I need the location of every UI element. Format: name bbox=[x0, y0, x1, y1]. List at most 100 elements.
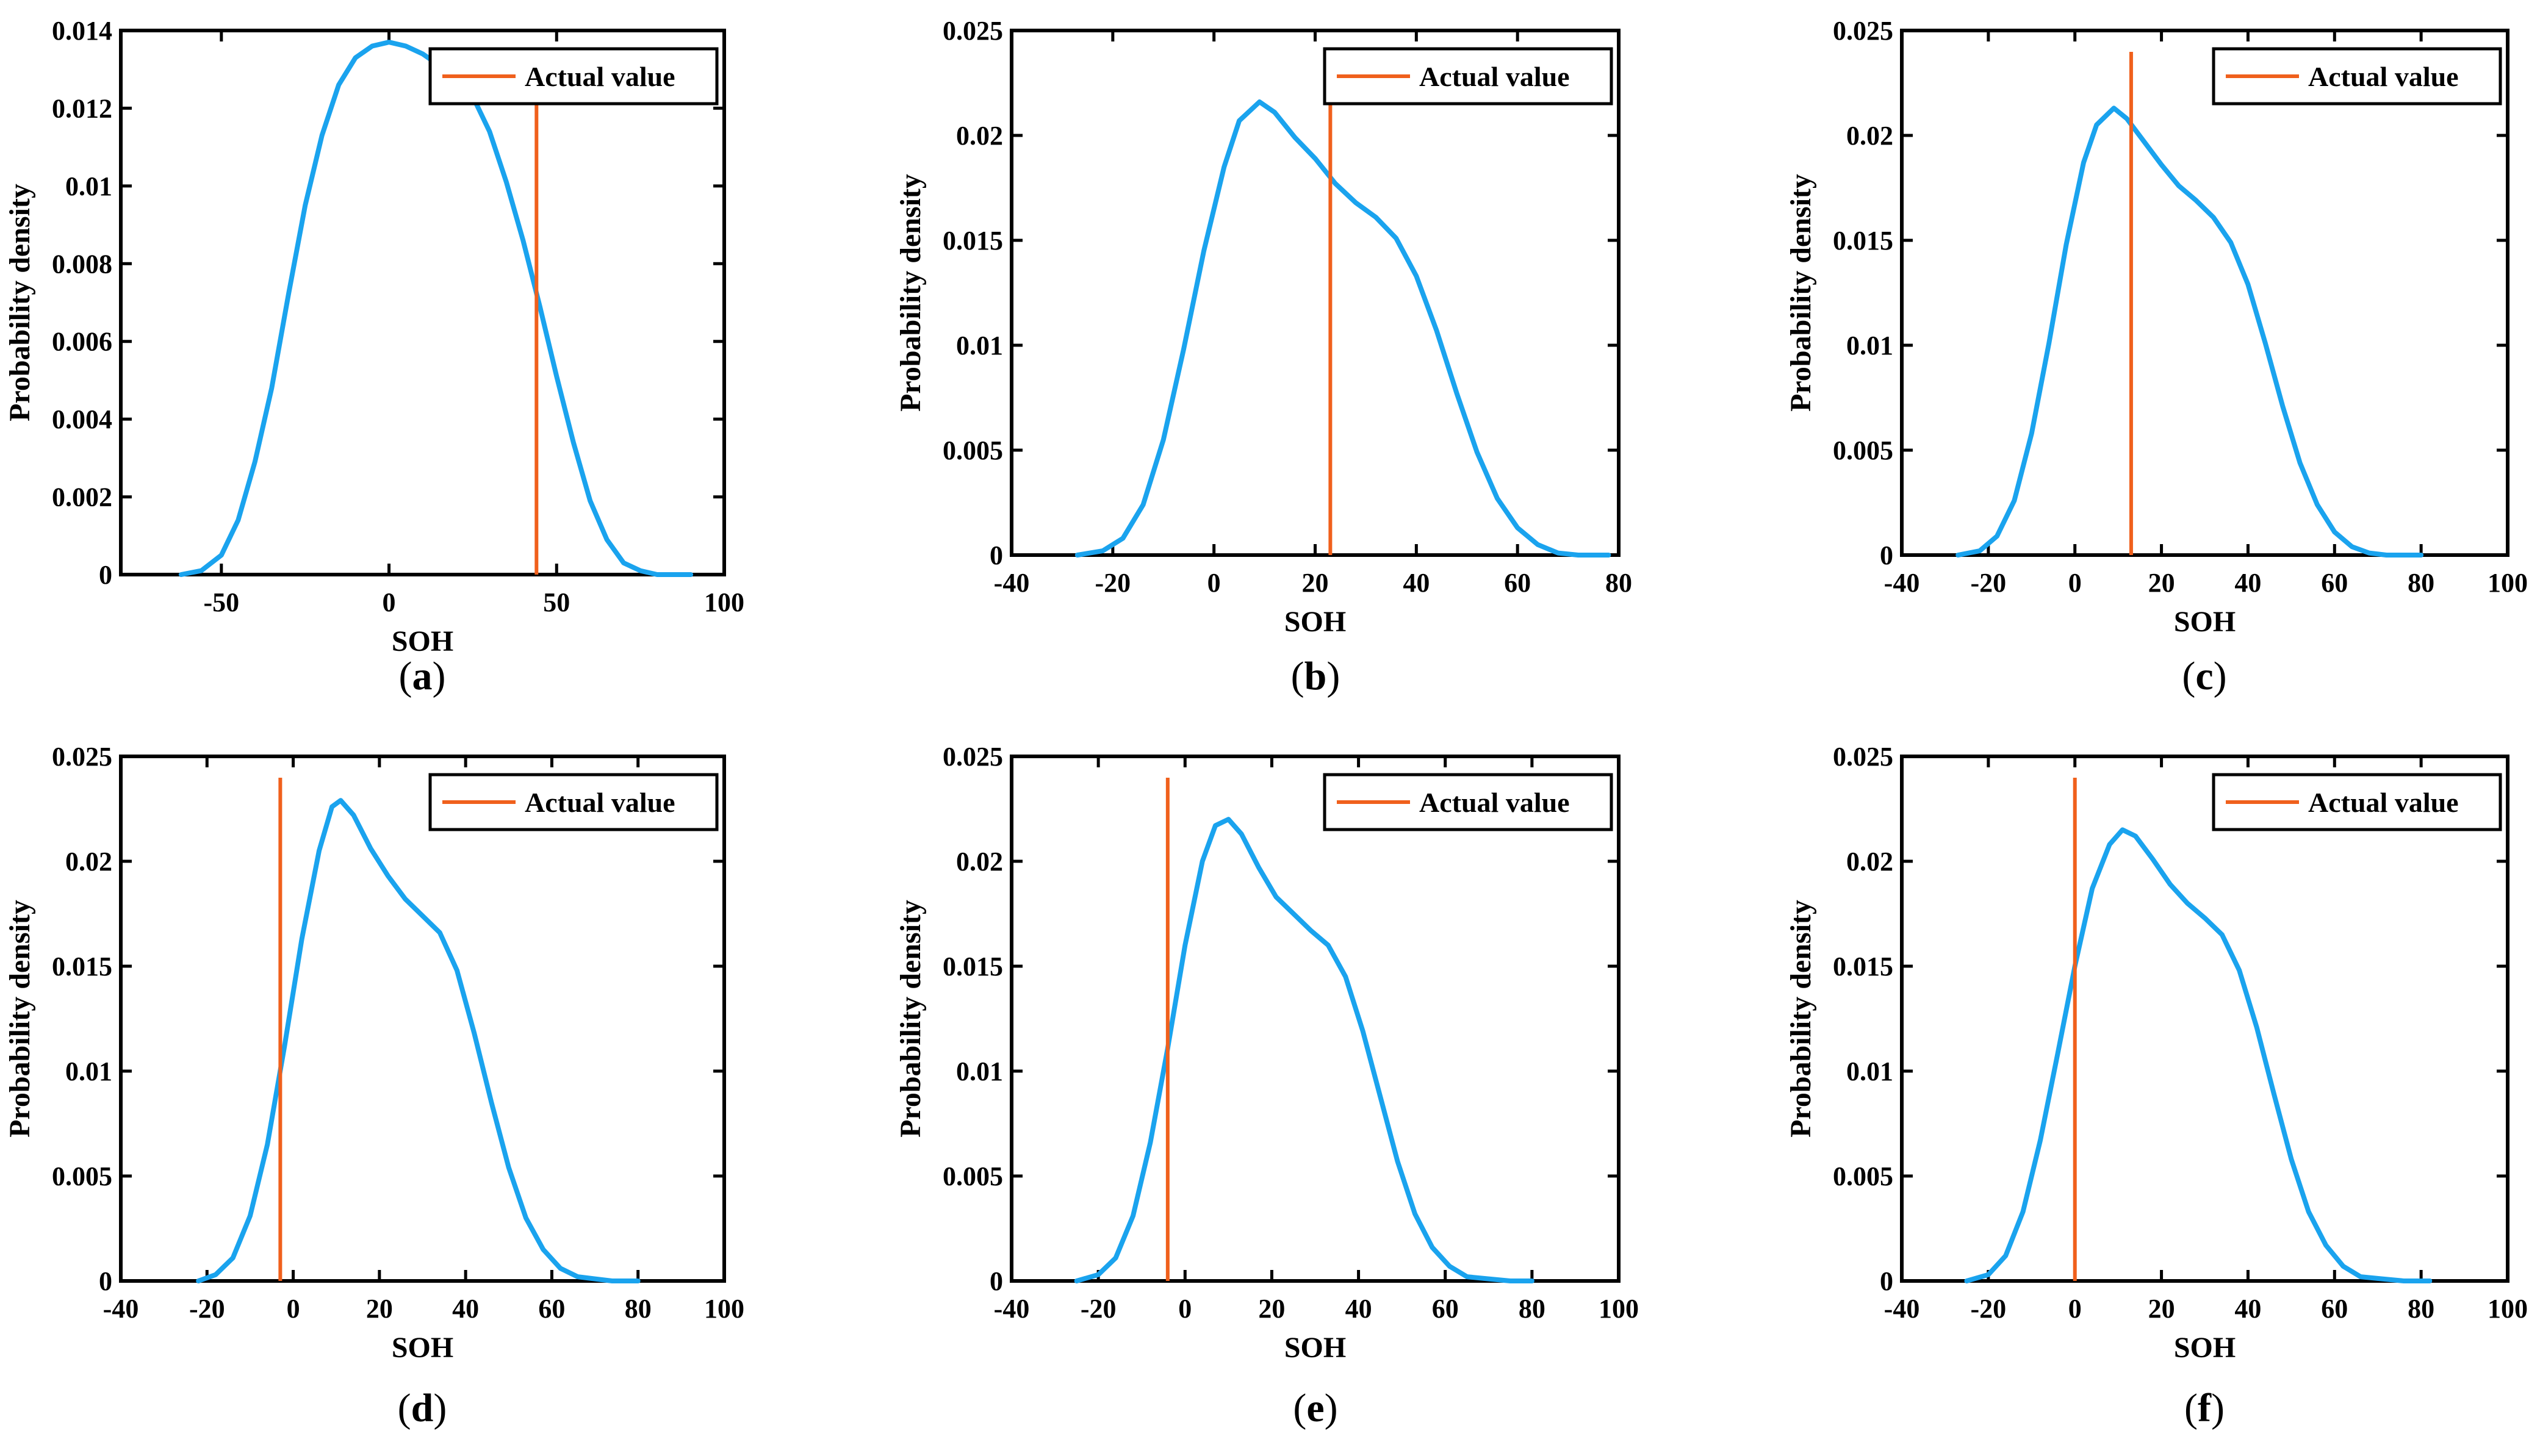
legend: Actual value bbox=[2212, 47, 2502, 106]
y-tick-label: 0.004 bbox=[52, 404, 112, 434]
y-tick-label: 0.015 bbox=[943, 952, 1003, 981]
y-tick-label: 0.025 bbox=[1833, 742, 1893, 772]
y-tick-label: 0.02 bbox=[956, 121, 1003, 151]
x-axis-label: SOH bbox=[2174, 606, 2236, 638]
x-tick-label: 0 bbox=[287, 1294, 300, 1324]
y-tick-label: 0.002 bbox=[52, 482, 112, 512]
y-tick-label: 0.012 bbox=[52, 93, 112, 123]
x-tick-label: 60 bbox=[1504, 568, 1531, 598]
x-tick-label: 40 bbox=[452, 1294, 479, 1324]
x-tick-label: 80 bbox=[625, 1294, 652, 1324]
x-tick-label: 80 bbox=[1605, 568, 1632, 598]
y-tick-label: 0.01 bbox=[65, 1056, 112, 1086]
legend: Actual value bbox=[1323, 47, 1613, 106]
panel-caption-letter: e bbox=[1306, 1386, 1324, 1430]
y-axis-label: Probability density bbox=[1785, 900, 1817, 1138]
legend-label: Actual value bbox=[2308, 787, 2459, 818]
plot-frame bbox=[1010, 755, 1621, 1283]
x-tick-label: 100 bbox=[1599, 1294, 1639, 1324]
x-axis-label: SOH bbox=[1284, 1332, 1346, 1364]
chart-panel-d: -40 -20 0 20 40 60 80 100 0 0.005 0.01 0.015 0.02 0.0… bbox=[4, 742, 744, 1430]
legend-label: Actual value bbox=[525, 787, 675, 818]
y-tick-label: 0.02 bbox=[65, 847, 112, 877]
density-curve bbox=[1074, 817, 1534, 1283]
panel-caption-letter: d bbox=[411, 1386, 434, 1430]
x-tick-label: -40 bbox=[103, 1294, 139, 1324]
plot-frame bbox=[1010, 29, 1621, 557]
panel-caption-letter: f bbox=[2198, 1386, 2212, 1430]
density-curve bbox=[178, 40, 694, 577]
y-tick-label: 0.01 bbox=[956, 1056, 1003, 1086]
panel-caption: (a) bbox=[399, 654, 446, 698]
panel-caption-letter: c bbox=[2195, 654, 2213, 698]
x-tick-label: 100 bbox=[2488, 1294, 2528, 1324]
x-tick-label: 60 bbox=[2321, 1294, 2348, 1324]
y-tick-label: 0.015 bbox=[1833, 226, 1893, 256]
y-tick-label: 0.005 bbox=[943, 436, 1003, 465]
x-tick-label: 0 bbox=[1207, 568, 1221, 598]
density-curve bbox=[1964, 827, 2433, 1283]
y-tick-label: 0.025 bbox=[943, 742, 1003, 772]
x-tick-label: 40 bbox=[2234, 1294, 2261, 1324]
y-tick-label: 0.005 bbox=[1833, 1161, 1893, 1191]
x-tick-label: 20 bbox=[1258, 1294, 1285, 1324]
y-tick-label: 0.015 bbox=[1833, 952, 1893, 981]
x-axis-label: SOH bbox=[1284, 606, 1346, 638]
y-tick-label: 0 bbox=[990, 540, 1003, 570]
y-tick-label: 0.02 bbox=[1846, 121, 1893, 151]
x-tick-label: 80 bbox=[2408, 568, 2434, 598]
chart-panel-b: -40 -20 0 20 40 60 80 0 0.005 0.01 0.015 0.02 0.025 S… bbox=[894, 16, 1632, 698]
x-tick-label: 50 bbox=[543, 587, 570, 617]
chart-panel-a: -50 0 50 100 0 0.002 0.004 0.006 0.008 0.01 0.012 0… bbox=[4, 16, 744, 698]
y-tick-label: 0.01 bbox=[956, 331, 1003, 360]
x-tick-label: 40 bbox=[1403, 568, 1430, 598]
panel-caption: (b) bbox=[1291, 654, 1340, 698]
x-axis-label: SOH bbox=[392, 1332, 453, 1364]
x-tick-label: -40 bbox=[1884, 568, 1920, 598]
x-tick-label: 20 bbox=[1302, 568, 1329, 598]
x-tick-label: 20 bbox=[2148, 1294, 2175, 1324]
x-tick-label: -20 bbox=[189, 1294, 225, 1324]
legend-label: Actual value bbox=[1419, 61, 1570, 92]
x-tick-label: 100 bbox=[704, 587, 744, 617]
density-curve bbox=[196, 798, 641, 1283]
y-axis-label: Probability density bbox=[894, 174, 927, 412]
y-axis-label: Probability density bbox=[4, 900, 36, 1138]
y-tick-label: 0.005 bbox=[943, 1161, 1003, 1191]
y-axis-label: Probability density bbox=[1785, 174, 1817, 412]
legend: Actual value bbox=[2212, 773, 2502, 831]
chart-panel-c: -40 -20 0 20 40 60 80 100 0 0.005 0.01 0.015 0.02 0.0… bbox=[1785, 16, 2528, 698]
y-tick-label: 0.014 bbox=[52, 16, 112, 46]
y-tick-label: 0.008 bbox=[52, 249, 112, 279]
y-tick-label: 0 bbox=[1880, 1266, 1893, 1296]
x-tick-label: -40 bbox=[994, 1294, 1030, 1324]
x-tick-label: 0 bbox=[383, 587, 396, 617]
y-tick-label: 0 bbox=[990, 1266, 1003, 1296]
y-tick-label: 0.02 bbox=[956, 847, 1003, 877]
legend: Actual value bbox=[428, 773, 719, 831]
y-tick-label: 0.015 bbox=[943, 226, 1003, 256]
x-tick-label: -50 bbox=[204, 587, 240, 617]
chart-panel-e: -40 -20 0 20 40 60 80 100 0 0.005 0.01 0.015 0.02 0.0… bbox=[894, 742, 1639, 1430]
y-tick-label: 0.005 bbox=[1833, 436, 1893, 465]
legend: Actual value bbox=[428, 47, 719, 106]
y-tick-label: 0.01 bbox=[1846, 331, 1893, 360]
y-tick-label: 0 bbox=[99, 1266, 112, 1296]
legend-box bbox=[1323, 47, 1613, 106]
y-tick-label: 0.006 bbox=[52, 327, 112, 357]
panel-caption: (d) bbox=[398, 1386, 447, 1430]
x-tick-label: 0 bbox=[1178, 1294, 1192, 1324]
x-tick-label: 20 bbox=[2148, 568, 2175, 598]
density-curve bbox=[1074, 99, 1611, 558]
legend-label: Actual value bbox=[1419, 787, 1570, 818]
y-tick-label: 0 bbox=[99, 560, 112, 590]
x-tick-label: 60 bbox=[1432, 1294, 1459, 1324]
y-axis-label: Probability density bbox=[894, 900, 927, 1138]
plot-frame bbox=[119, 29, 726, 576]
x-tick-label: -20 bbox=[1095, 568, 1131, 598]
x-tick-label: 80 bbox=[1519, 1294, 1545, 1324]
x-tick-label: -20 bbox=[1971, 1294, 2007, 1324]
panel-caption: (e) bbox=[1293, 1386, 1337, 1430]
plot-frame bbox=[1900, 29, 2509, 557]
